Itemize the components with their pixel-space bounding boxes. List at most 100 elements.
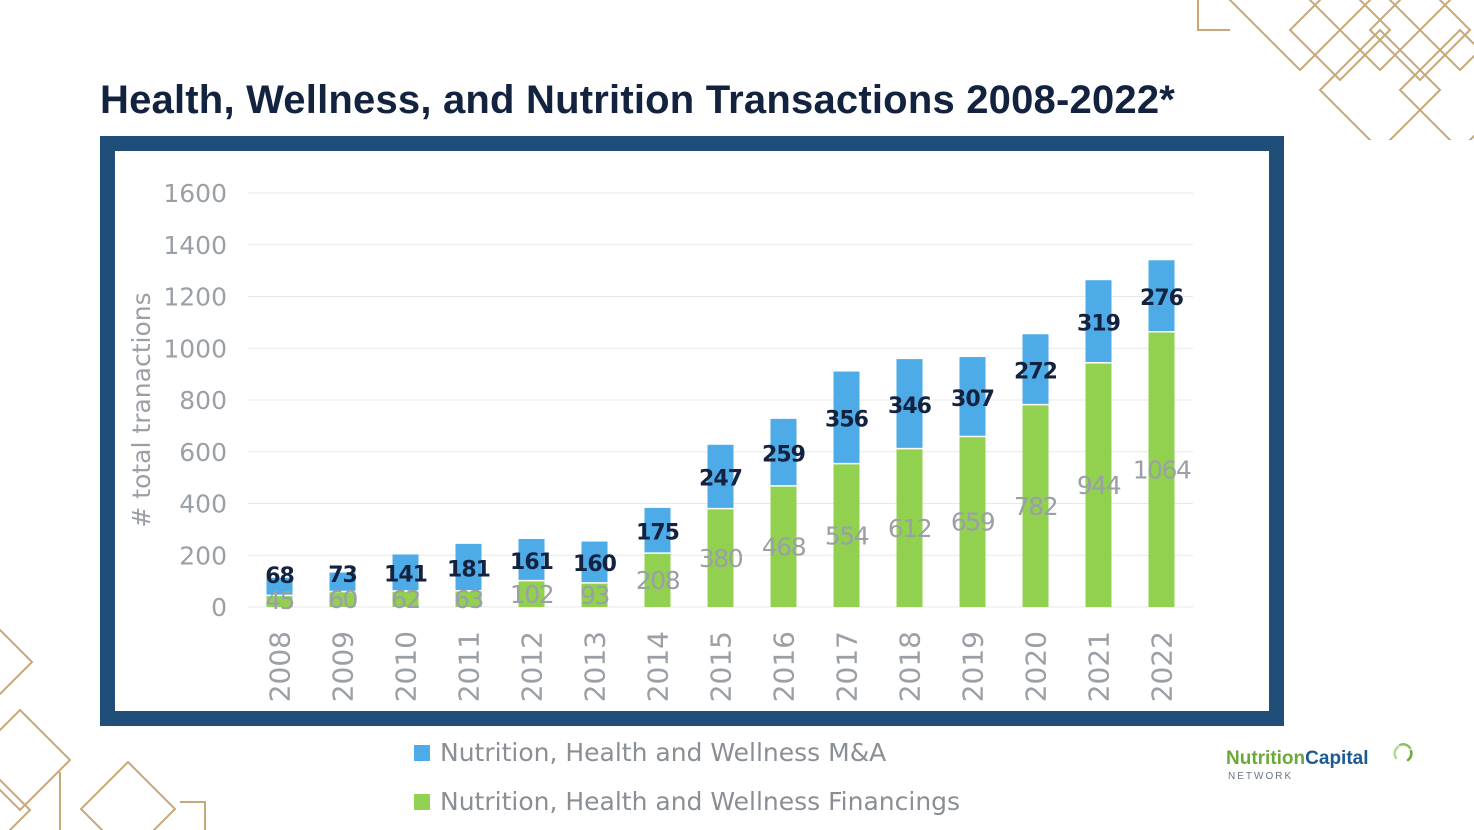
x-tick-label-2014: 2014 [642, 631, 675, 702]
x-tick-label-2013: 2013 [579, 631, 612, 702]
data-label-financings-2014: 208 [636, 566, 680, 595]
bar-financings-2015 [707, 508, 734, 607]
logo-swirl-icon [1393, 743, 1413, 762]
data-label-mna-2012: 161 [510, 550, 553, 575]
data-label-mna-2019: 307 [951, 387, 994, 412]
bar-mna-2020 [1022, 334, 1049, 405]
bar-mna-2010 [392, 554, 419, 591]
data-label-financings-2015: 380 [699, 544, 743, 573]
bar-mna-2019 [959, 357, 986, 437]
x-tick-label-2022: 2022 [1146, 631, 1179, 702]
data-label-financings-2019: 659 [951, 508, 995, 537]
bar-mna-2011 [455, 543, 482, 591]
bar-financings-2020 [1022, 404, 1049, 607]
x-tick-label-2019: 2019 [957, 631, 990, 702]
legend-label-mna: Nutrition, Health and Wellness M&A [440, 738, 887, 767]
legend-swatch-mna [414, 744, 430, 761]
data-label-financings-2022: 1064 [1133, 455, 1191, 484]
data-label-mna-2022: 276 [1140, 286, 1184, 311]
y-tick-label-400: 400 [179, 490, 227, 519]
nutrition-capital-logo: NutritionCapital NETWORK [1226, 742, 1416, 788]
data-label-mna-2015: 247 [699, 467, 742, 492]
stacked-bar-chart: 0 200 400 600 800 1000 1200 1400 1600 # total tr… [127, 179, 1193, 702]
data-label-financings-2018: 612 [888, 514, 931, 543]
bar-mna-2013 [581, 541, 608, 583]
bar-mna-2009 [329, 572, 356, 592]
bar-financings-2021 [1085, 362, 1112, 607]
bars [266, 260, 1175, 607]
y-tick-label-800: 800 [179, 386, 227, 415]
bar-financings-2014 [644, 553, 671, 607]
legend-swatch-financings [414, 793, 430, 810]
data-label-mna-2014: 175 [636, 521, 679, 546]
y-tick-label-1000: 1000 [163, 334, 227, 363]
data-label-financings-2016: 468 [762, 532, 806, 561]
legend-item-mna: Nutrition, Health and Wellness M&A [414, 738, 886, 767]
data-label-mna-2011: 181 [447, 557, 490, 582]
corner-pattern-top-right [1197, 0, 1474, 140]
legend-item-financings: Nutrition, Health and Wellness Financing… [414, 787, 960, 816]
data-label-financings-2012: 102 [510, 580, 553, 609]
bar-financings-2022 [1148, 331, 1175, 607]
bar-financings-2010 [392, 590, 419, 607]
legend-label-financings: Nutrition, Health and Wellness Financing… [440, 787, 961, 816]
x-tick-label-2017: 2017 [831, 631, 864, 702]
x-tick-label-2016: 2016 [768, 631, 801, 702]
x-tick-label-2018: 2018 [894, 631, 927, 702]
y-tick-label-200: 200 [179, 541, 227, 570]
x-tick-label-2015: 2015 [705, 631, 738, 702]
bar-financings-2012 [518, 580, 545, 607]
bar-mna-2014 [644, 507, 671, 554]
y-tick-label-0: 0 [211, 593, 227, 622]
data-label-mna-2021: 319 [1077, 311, 1120, 336]
y-axis-label: # total tranactions [127, 292, 156, 527]
data-label-financings-2010: 62 [391, 585, 420, 614]
bar-mna-2017 [833, 371, 860, 464]
x-tick-label-2021: 2021 [1083, 631, 1116, 702]
data-label-mna-2009: 73 [328, 563, 357, 588]
y-tick-label-600: 600 [179, 438, 227, 467]
bar-financings-2019 [959, 436, 986, 607]
data-label-financings-2017: 554 [825, 521, 869, 550]
logo-word-nutrition: Nutrition [1226, 748, 1306, 769]
data-label-financings-2008: 45 [265, 586, 294, 615]
y-tick-label-1400: 1400 [163, 231, 227, 260]
data-label-financings-2020: 782 [1014, 492, 1057, 521]
y-tick-label-1200: 1200 [163, 283, 227, 312]
x-tick-label-2008: 2008 [264, 631, 297, 702]
chart-frame: 0 200 400 600 800 1000 1200 1400 1600 # total tr… [100, 136, 1284, 726]
x-tick-label-2012: 2012 [516, 631, 549, 702]
data-label-mna-2020: 272 [1014, 359, 1057, 384]
bar-financings-2016 [770, 485, 797, 607]
x-tick-label-2009: 2009 [327, 631, 360, 702]
x-axis-ticks: 2008 2009 2010 2011 2012 2013 2014 2015 2016 2017… [264, 631, 1179, 702]
bar-mna-2018 [896, 359, 923, 449]
bar-financings-2013 [581, 582, 608, 607]
bar-mna-2016 [770, 418, 797, 486]
data-label-financings-2009: 60 [328, 585, 357, 614]
data-label-financings-2021: 944 [1077, 471, 1121, 500]
data-label-mna-2018: 346 [888, 394, 932, 419]
bar-financings-2009 [329, 591, 356, 607]
x-tick-label-2020: 2020 [1020, 631, 1053, 702]
data-label-financings-2011: 63 [454, 585, 483, 614]
bar-mna-2021 [1085, 280, 1112, 363]
bar-mna-2008 [266, 577, 293, 596]
data-label-mna-2013: 160 [573, 552, 617, 577]
bar-financings-2008 [266, 595, 293, 607]
logo-word-capital: Capital [1305, 748, 1369, 769]
data-label-financings-2013: 93 [580, 581, 609, 610]
bar-financings-2011 [455, 590, 482, 607]
bar-mna-2012 [518, 538, 545, 581]
chart-title: Health, Wellness, and Nutrition Transact… [100, 78, 1176, 122]
data-label-mna-2016: 259 [762, 442, 805, 467]
data-label-mna-2010: 141 [384, 563, 427, 588]
bar-financings-2017 [833, 463, 860, 607]
data-label-mna-2008: 68 [265, 564, 294, 589]
logo-subtitle: NETWORK [1228, 771, 1294, 782]
y-axis-ticks: 0 200 400 600 800 1000 1200 1400 1600 [163, 179, 227, 622]
bar-mna-2015 [707, 444, 734, 509]
x-tick-label-2011: 2011 [453, 631, 486, 702]
bar-mna-2022 [1148, 260, 1175, 332]
